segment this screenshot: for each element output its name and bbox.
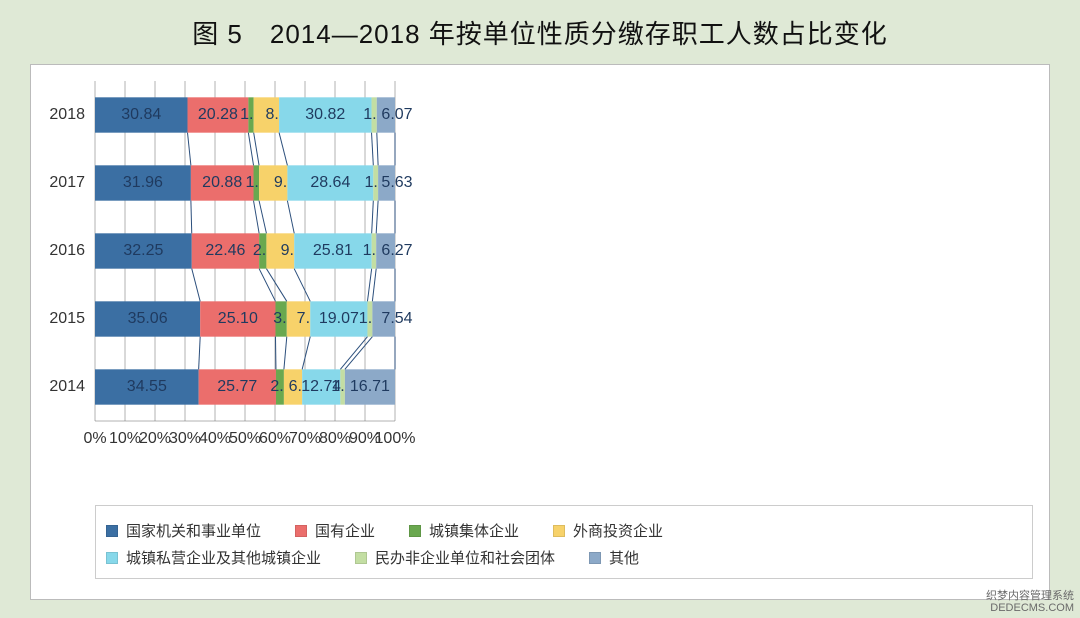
bar-value: 20.28 [198,106,238,123]
bar-value: 6.07 [381,106,412,123]
legend-label: 民办非企业单位和社会团体 [375,547,555,568]
bar-value: 28.64 [310,174,350,191]
bar-value: 25.10 [218,310,258,327]
bar-value: 19.07 [319,310,359,327]
legend-item: 国有企业 [295,520,375,541]
legend-label: 国家机关和事业单位 [126,520,261,541]
x-tick: 10% [109,430,141,447]
x-tick: 30% [169,430,201,447]
legend-item: 城镇私营企业及其他城镇企业 [106,547,321,568]
bar-value: 25.81 [313,242,353,259]
bar-value: 35.06 [128,310,168,327]
legend-swatch [106,525,118,537]
y-tick: 2015 [49,310,85,327]
legend-swatch [409,525,421,537]
legend-label: 国有企业 [315,520,375,541]
legend-item: 城镇集体企业 [409,520,519,541]
legend-swatch [295,525,307,537]
bar-value: 5.63 [381,174,412,191]
legend-label: 外商投资企业 [573,520,663,541]
legend-item: 国家机关和事业单位 [106,520,261,541]
legend-item: 外商投资企业 [553,520,663,541]
legend-item: 其他 [589,547,639,568]
bar-value: 7.54 [381,310,412,327]
y-tick: 2014 [49,378,85,395]
bar-value: 30.82 [305,106,345,123]
x-tick: 20% [139,430,171,447]
bar-value: 6.27 [381,242,412,259]
x-tick: 0% [83,430,106,447]
bar-value: 22.46 [205,242,245,259]
chart-title: 图 5 2014—2018 年按单位性质分缴存职工人数占比变化 [0,0,1080,61]
stacked-bar-chart: 0%10%20%30%40%50%60%70%80%90%100%30.8420… [95,75,395,455]
bar-value: 30.84 [121,106,161,123]
legend-swatch [355,552,367,564]
y-tick: 2017 [49,174,85,191]
x-tick: 60% [259,430,291,447]
legend-swatch [106,552,118,564]
x-tick: 40% [199,430,231,447]
watermark-line1: 织梦内容管理系统 [986,590,1074,603]
y-tick: 2018 [49,106,85,123]
y-tick: 2016 [49,242,85,259]
bar-value: 25.77 [217,378,257,395]
watermark: 织梦内容管理系统 DEDECMS.COM [986,590,1074,615]
x-tick: 50% [229,430,261,447]
legend: 国家机关和事业单位 国有企业 城镇集体企业 外商投资企业城镇私营企业及其他城镇企业 民办… [95,505,1033,579]
bar-value: 31.96 [123,174,163,191]
legend-swatch [589,552,601,564]
x-tick: 70% [289,430,321,447]
legend-item: 民办非企业单位和社会团体 [355,547,555,568]
bar-value: 20.88 [202,174,242,191]
x-tick: 100% [375,430,416,447]
legend-label: 城镇集体企业 [429,520,519,541]
legend-label: 城镇私营企业及其他城镇企业 [126,547,321,568]
bar-value: 34.55 [127,378,167,395]
legend-label: 其他 [609,547,639,568]
bar-value: 16.71 [350,378,390,395]
chart-container: 0%10%20%30%40%50%60%70%80%90%100%30.8420… [30,64,1050,600]
legend-swatch [553,525,565,537]
x-tick: 80% [319,430,351,447]
bar-value: 32.25 [123,242,163,259]
watermark-line2: DEDECMS.COM [986,602,1074,615]
